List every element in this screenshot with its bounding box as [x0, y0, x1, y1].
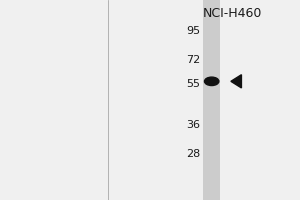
Ellipse shape: [205, 77, 219, 86]
Text: NCI-H460: NCI-H460: [203, 7, 262, 20]
Text: 28: 28: [186, 149, 200, 159]
Polygon shape: [231, 75, 242, 88]
Text: 72: 72: [186, 55, 200, 65]
Text: 36: 36: [186, 120, 200, 130]
Bar: [203, 0, 220, 200]
Text: 55: 55: [186, 79, 200, 89]
Text: 95: 95: [186, 26, 200, 36]
